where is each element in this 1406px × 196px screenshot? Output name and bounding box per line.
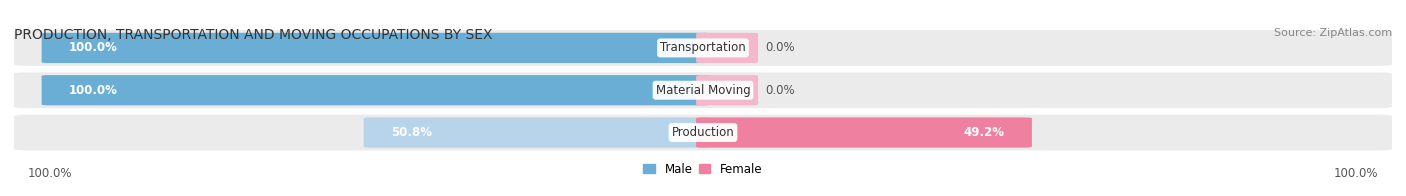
Text: 49.2%: 49.2% (963, 126, 1004, 139)
Text: Material Moving: Material Moving (655, 84, 751, 97)
FancyBboxPatch shape (696, 117, 1032, 148)
FancyBboxPatch shape (14, 72, 1392, 108)
Text: Source: ZipAtlas.com: Source: ZipAtlas.com (1274, 28, 1392, 38)
FancyBboxPatch shape (696, 33, 758, 63)
Text: 100.0%: 100.0% (69, 84, 118, 97)
Text: 100.0%: 100.0% (28, 167, 72, 180)
FancyBboxPatch shape (696, 75, 758, 105)
Text: Production: Production (672, 126, 734, 139)
FancyBboxPatch shape (364, 117, 710, 148)
FancyBboxPatch shape (14, 115, 1392, 150)
Text: 0.0%: 0.0% (765, 41, 794, 54)
Text: 0.0%: 0.0% (765, 84, 794, 97)
Text: 100.0%: 100.0% (1334, 167, 1378, 180)
Text: 50.8%: 50.8% (391, 126, 432, 139)
Text: 100.0%: 100.0% (69, 41, 118, 54)
FancyBboxPatch shape (42, 75, 710, 105)
Text: PRODUCTION, TRANSPORTATION AND MOVING OCCUPATIONS BY SEX: PRODUCTION, TRANSPORTATION AND MOVING OC… (14, 28, 492, 42)
Legend: Male, Female: Male, Female (638, 158, 768, 180)
FancyBboxPatch shape (14, 30, 1392, 66)
FancyBboxPatch shape (42, 33, 710, 63)
Text: Transportation: Transportation (661, 41, 745, 54)
